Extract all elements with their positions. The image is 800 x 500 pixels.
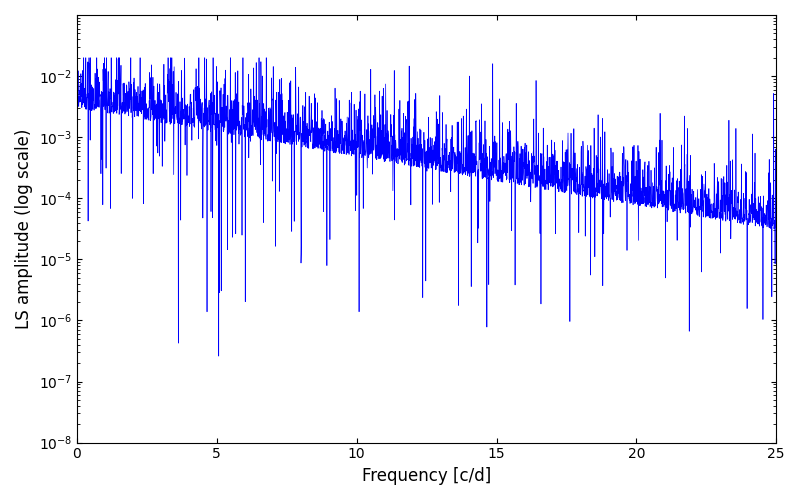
X-axis label: Frequency [c/d]: Frequency [c/d] (362, 467, 491, 485)
Y-axis label: LS amplitude (log scale): LS amplitude (log scale) (15, 128, 33, 329)
